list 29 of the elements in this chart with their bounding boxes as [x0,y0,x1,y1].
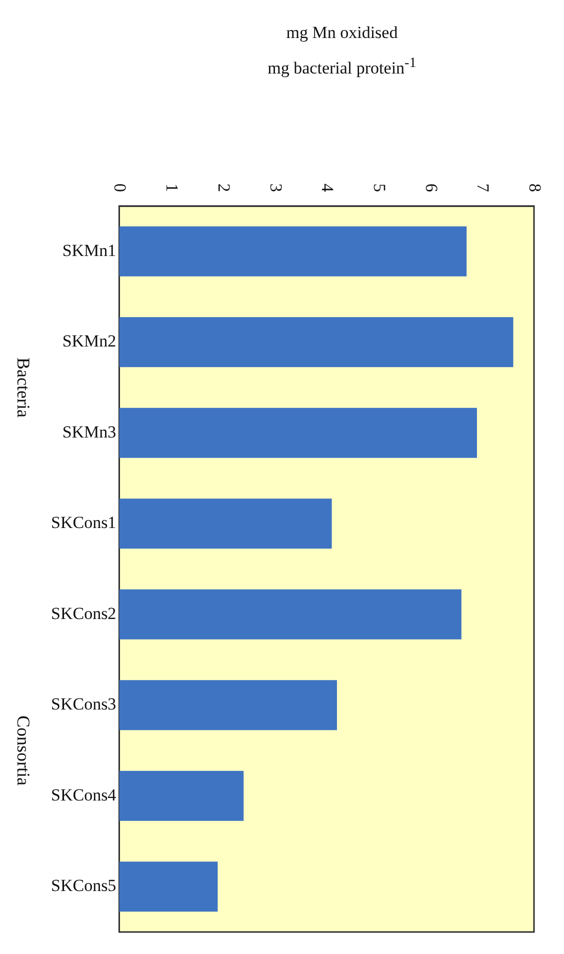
x-tick-label: 1 [162,184,182,192]
y-tick-label: SKCons4 [51,785,117,804]
x-tick-label: 2 [214,184,234,192]
bar [119,408,477,458]
x-tick-label: 4 [318,184,338,192]
text: Bacteria [13,358,34,418]
x-tick-label: 8 [526,184,545,192]
text: Consortia [13,716,34,786]
y-tick-label: SKMn2 [62,332,116,351]
x-tick-label: 0 [110,184,130,192]
chart-subtitle: mg bacterial protein$^{-1}$ [266,54,418,80]
bar [119,589,462,640]
y-tick-label: SKCons5 [51,876,116,896]
x-tick-label: 6 [422,184,441,192]
y-tick-label: SKCons2 [51,604,116,623]
bar [119,770,244,821]
y-tick-label: SKMn3 [62,422,116,442]
x-tick-label: 5 [370,184,389,192]
y-tick-label: SKMn1 [62,240,116,260]
bar [119,862,218,912]
bar [119,498,332,549]
x-tick-label: 7 [474,184,493,192]
bar [119,680,337,730]
y-tick-label: SKCons3 [51,694,116,714]
x-tick-label: 3 [266,184,286,192]
y-tick-label: SKCons1 [51,513,116,532]
chart-title: mg Mn oxidised [285,22,399,44]
bar [119,317,514,368]
bar [119,226,467,276]
